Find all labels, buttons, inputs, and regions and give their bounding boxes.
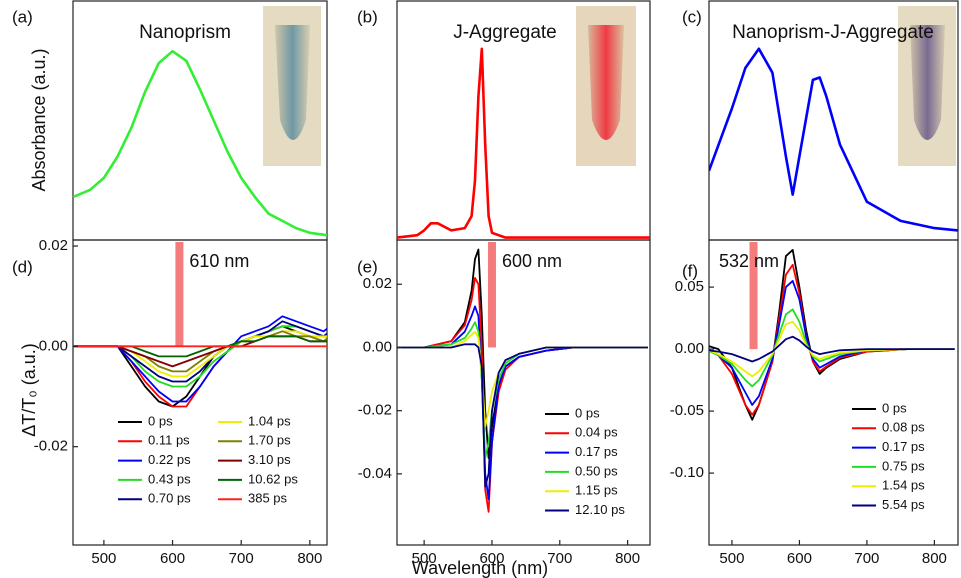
y-tick-label: 0.02: [39, 237, 68, 254]
data-line: [397, 47, 650, 239]
x-tick-label: 600: [479, 550, 504, 567]
legend-label: 385 ps: [248, 491, 288, 506]
legend-label: 0.08 ps: [882, 420, 925, 435]
y-tick-label: 0.05: [675, 278, 704, 295]
y-axis-label: ΔT/T₀ (a.u.): [19, 343, 39, 437]
data-line: [73, 49, 327, 237]
legend-label: 0.22 ps: [148, 452, 191, 467]
data-line: [73, 330, 327, 378]
x-tick-label: 700: [854, 550, 879, 567]
plot-area: [73, 242, 327, 408]
data-line: [709, 308, 955, 388]
legend-label: 12.10 ps: [575, 502, 625, 517]
y-tick-label: 0.00: [675, 340, 704, 357]
plot-area: [709, 242, 955, 421]
legend-label: 1.70 ps: [248, 433, 291, 448]
legend-label: 1.15 ps: [575, 483, 618, 498]
plot-area: [73, 49, 327, 237]
y-tick-label: -0.05: [670, 402, 704, 419]
plot-frame: [396, 239, 651, 546]
legend: 0 ps 0.04 ps 0.17 ps 0.50 ps 1.15 ps 12.10 ps: [545, 405, 625, 517]
legend-label: 0.75 ps: [882, 458, 925, 473]
legend-label: 0.43 ps: [148, 471, 191, 486]
pump-bar: [749, 242, 758, 350]
vial: [275, 25, 310, 140]
y-tick-label: 0.00: [39, 337, 68, 354]
vial: [910, 25, 945, 140]
panel-title: J-Aggregate: [453, 22, 557, 43]
legend-label: 1.04 ps: [248, 413, 291, 428]
data-line: [73, 315, 327, 403]
panel-label: (a): [12, 7, 33, 26]
legend-label: 0.70 ps: [148, 491, 191, 506]
legend-label: 0.50 ps: [575, 463, 618, 478]
plot-frame: [72, 239, 328, 546]
plot-area: [397, 47, 650, 239]
x-tick-label: 600: [787, 550, 812, 567]
data-line: [709, 263, 955, 416]
data-line: [709, 249, 955, 421]
x-tick-label: 700: [547, 550, 572, 567]
legend-label: 1.54 ps: [882, 478, 925, 493]
legend-label: 5.54 ps: [882, 497, 925, 512]
pump-label: 600 nm: [502, 251, 562, 271]
data-line: [709, 320, 955, 378]
pump-bar: [175, 242, 184, 347]
panel-label: (b): [357, 7, 378, 26]
data-line: [709, 280, 955, 406]
vial: [588, 25, 624, 140]
panel-title: Nanoprism-J-Aggregate: [732, 22, 934, 43]
plot-frame: [708, 239, 959, 546]
plot-area: [397, 242, 648, 513]
x-axis-label: Wavelength (nm): [412, 558, 548, 578]
x-tick-label: 800: [615, 550, 640, 567]
y-axis-label: Absorbance (a.u.): [29, 48, 49, 191]
data-line: [709, 335, 955, 363]
x-tick-label: 800: [922, 550, 947, 567]
legend-label: 3.10 ps: [248, 452, 291, 467]
y-tick-label: 0.02: [363, 275, 392, 292]
x-tick-label: 500: [719, 550, 744, 567]
legend-label: 0.17 ps: [575, 444, 618, 459]
legend: 0 ps 0.11 ps 0.22 ps 0.43 ps 0.70 ps 1.04 ps 1…: [118, 413, 298, 506]
legend-label: 0 ps: [882, 400, 907, 415]
x-tick-label: 700: [229, 550, 254, 567]
x-tick-label: 600: [160, 550, 185, 567]
y-tick-label: -0.02: [358, 402, 392, 419]
panel-title: Nanoprism: [139, 22, 231, 43]
plot-area: [709, 47, 958, 232]
legend: 0 ps 0.08 ps 0.17 ps 0.75 ps 1.54 ps 5.54 ps: [852, 400, 925, 512]
panel-label: (d): [12, 257, 33, 276]
panel-label: (e): [357, 257, 378, 276]
y-tick-label: -0.02: [34, 438, 68, 455]
y-tick-label: 0.00: [363, 338, 392, 355]
panel-label: (f): [682, 261, 698, 280]
pump-bar: [487, 242, 496, 348]
panel-label: (c): [682, 7, 702, 26]
legend-label: 0 ps: [575, 405, 600, 420]
x-tick-label: 500: [91, 550, 116, 567]
data-line: [397, 343, 648, 488]
inset-photos: [263, 6, 956, 166]
pump-label: 610 nm: [189, 251, 249, 271]
legend-label: 0.11 ps: [148, 433, 190, 448]
y-tick-label: -0.10: [670, 464, 704, 481]
legend-label: 0.17 ps: [882, 439, 925, 454]
data-line: [709, 47, 958, 232]
x-tick-label: 500: [412, 550, 437, 567]
legend-label: 0 ps: [148, 413, 173, 428]
legend-label: 0.04 ps: [575, 425, 618, 440]
pump-label: 532 nm: [719, 251, 779, 271]
x-tick-label: 800: [297, 550, 322, 567]
legend-label: 10.62 ps: [248, 471, 298, 486]
y-tick-label: -0.04: [358, 465, 392, 482]
